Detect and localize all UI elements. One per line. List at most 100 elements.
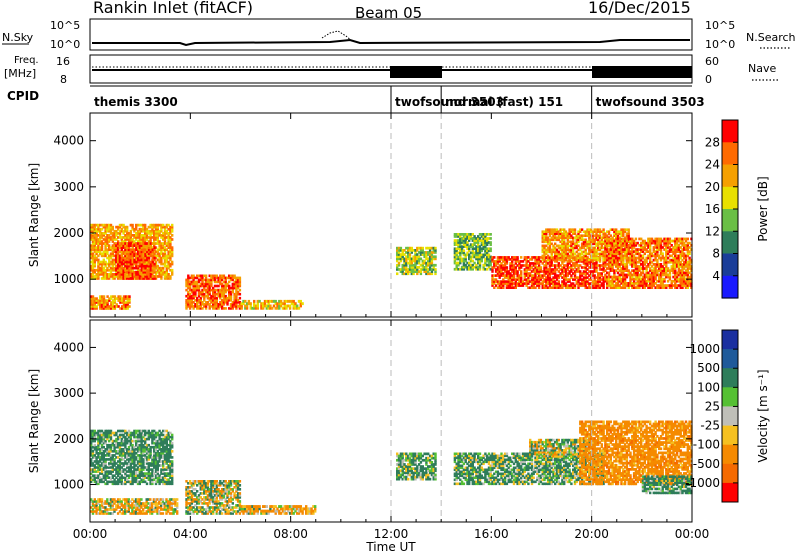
data-cell (525, 272, 528, 275)
data-cell (99, 437, 102, 441)
data-cell (188, 286, 192, 290)
data-cell (525, 262, 528, 265)
data-cell (548, 250, 552, 254)
data-cell (464, 253, 467, 257)
data-cell (171, 250, 174, 254)
data-cell (111, 464, 114, 467)
data-cell (521, 284, 525, 287)
data-cell (679, 269, 682, 272)
data-cell (487, 261, 491, 265)
data-cell (534, 256, 537, 259)
data-cell (90, 229, 93, 233)
data-cell (654, 250, 657, 253)
data-cell (115, 258, 118, 262)
data-cell (650, 275, 654, 279)
data-cell (545, 252, 548, 256)
data-cell (235, 301, 238, 304)
data-cell (100, 266, 104, 270)
data-cell (622, 258, 625, 262)
data-cell (154, 266, 158, 270)
data-cell (129, 258, 133, 262)
data-cell (475, 255, 478, 259)
data-cell (579, 236, 582, 240)
data-cell (568, 286, 571, 289)
data-cell (672, 279, 675, 283)
data-cell (124, 273, 127, 276)
data-cell (511, 282, 514, 285)
data-cell (478, 259, 482, 263)
data-cell (453, 247, 457, 251)
data-cell (545, 280, 548, 283)
data-cell (575, 264, 578, 267)
data-cell (584, 262, 587, 265)
data-cell (640, 248, 643, 251)
data-cell (665, 269, 668, 272)
data-cell (525, 256, 528, 259)
data-cell (602, 276, 605, 279)
data-cell (111, 466, 114, 469)
data-cell (496, 270, 500, 273)
data-cell (518, 280, 521, 283)
data-cell (119, 299, 122, 302)
data-cell (97, 268, 100, 272)
data-cell (129, 223, 132, 227)
data-cell (572, 256, 575, 260)
data-cell (668, 246, 672, 249)
data-cell (226, 303, 229, 306)
data-cell (455, 233, 458, 236)
data-cell (427, 270, 430, 273)
data-cell (606, 282, 609, 285)
data-cell (224, 288, 227, 292)
data-cell (124, 250, 127, 254)
data-cell (462, 267, 466, 271)
data-cell (674, 254, 677, 258)
data-cell (153, 244, 156, 247)
data-cell (126, 229, 129, 233)
data-cell (410, 272, 413, 276)
data-cell (206, 278, 210, 282)
data-cell (672, 260, 675, 264)
data-cell (505, 274, 509, 277)
data-cell (570, 252, 573, 256)
data-cell (104, 474, 107, 477)
data-cell (144, 260, 147, 264)
data-cell (115, 256, 118, 260)
data-cell (138, 240, 141, 243)
data-cell (597, 264, 600, 267)
data-cell (545, 270, 548, 273)
data-cell (577, 264, 580, 267)
data-cell (171, 273, 174, 276)
data-cell (97, 299, 100, 302)
data-cell (684, 239, 688, 243)
data-cell (632, 244, 636, 247)
data-cell (604, 279, 607, 283)
data-cell (478, 253, 482, 257)
data-cell (113, 450, 116, 453)
data-cell (631, 244, 634, 247)
data-cell (593, 228, 596, 231)
data-cell (641, 239, 645, 243)
data-cell (434, 257, 437, 261)
data-cell (120, 238, 123, 241)
data-cell (606, 244, 609, 247)
data-cell (405, 261, 408, 265)
data-cell (102, 456, 105, 459)
data-cell (632, 246, 636, 249)
data-cell (135, 227, 138, 231)
data-cell (115, 445, 118, 449)
data-cell (100, 478, 104, 481)
data-cell (561, 272, 564, 275)
data-cell (142, 234, 145, 237)
data-cell (679, 260, 682, 264)
data-cell (224, 280, 227, 284)
data-cell (588, 238, 591, 242)
data-cell (649, 282, 652, 285)
data-cell (620, 277, 623, 281)
data-cell (670, 248, 673, 251)
data-cell (425, 255, 428, 259)
data-cell (496, 268, 500, 271)
data-cell (93, 248, 96, 252)
data-cell (149, 275, 153, 278)
data-cell (593, 246, 596, 250)
data-cell (659, 286, 663, 289)
